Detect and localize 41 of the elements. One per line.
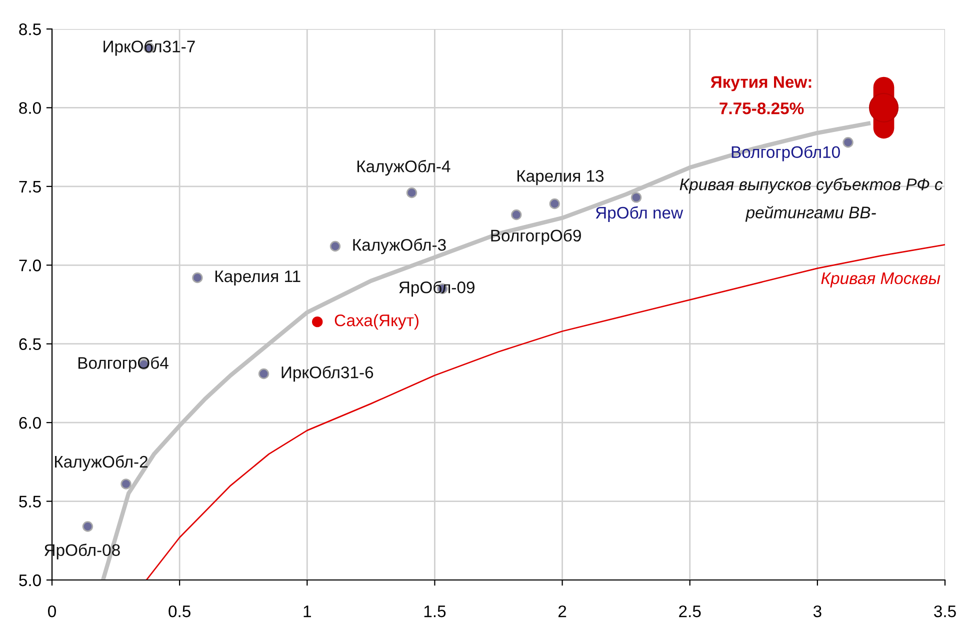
y-tick-label: 8.0 bbox=[19, 102, 41, 114]
x-tick-label: 0.5 bbox=[168, 605, 190, 618]
y-tick-label: 7.0 bbox=[19, 260, 41, 272]
y-tick-label: 6.0 bbox=[19, 416, 41, 429]
y-tick-label: 6.5 bbox=[19, 338, 41, 350]
text: Якутия New: 7.75-8.25% bbox=[710, 76, 812, 114]
point bbox=[82, 521, 94, 532]
series-label: Саха(Якут) bbox=[334, 314, 418, 330]
point bbox=[868, 92, 899, 122]
series-label: ВолгогрОб4 bbox=[78, 356, 168, 372]
y-tick-label: 5.0 bbox=[19, 574, 41, 586]
x-tick-label: 2.5 bbox=[679, 605, 701, 618]
point bbox=[406, 187, 418, 198]
y-tick-label: 7.5 bbox=[19, 181, 41, 193]
point bbox=[549, 198, 560, 210]
x-tick-label: 2 bbox=[558, 605, 566, 618]
x-tick-label: 1.5 bbox=[424, 606, 446, 618]
point bbox=[330, 240, 341, 252]
series-label: Карелия 13 bbox=[517, 170, 604, 186]
x-tick-label: 1 bbox=[304, 606, 311, 618]
point bbox=[120, 478, 132, 490]
series-label: ВолгогрОб9 bbox=[491, 229, 581, 245]
series-label: КалужОбл-4 bbox=[357, 160, 450, 176]
point bbox=[258, 368, 270, 380]
series-label: ИркОбл31-6 bbox=[282, 366, 374, 382]
series-label: Карелия 11 bbox=[215, 270, 300, 286]
point bbox=[842, 136, 854, 148]
series-label: ИркОбл31-7 bbox=[104, 40, 195, 56]
x-tick-label: 0 bbox=[48, 605, 56, 618]
point bbox=[630, 192, 642, 203]
series-label: КалужОбл-2 bbox=[55, 455, 148, 471]
series-label: Кривая Москвы bbox=[821, 272, 940, 288]
x-tick-label: 3 bbox=[813, 605, 822, 618]
point bbox=[511, 209, 522, 220]
y-tick-label: 5.5 bbox=[19, 496, 41, 508]
x-tick-label: 3.5 bbox=[934, 605, 956, 618]
y-tick-label: 8.5 bbox=[19, 23, 41, 36]
point bbox=[192, 272, 203, 284]
point bbox=[312, 316, 323, 328]
series-label: ВолгогрОбл10 bbox=[732, 146, 840, 162]
series-label: КалужОбл-3 bbox=[353, 238, 446, 254]
